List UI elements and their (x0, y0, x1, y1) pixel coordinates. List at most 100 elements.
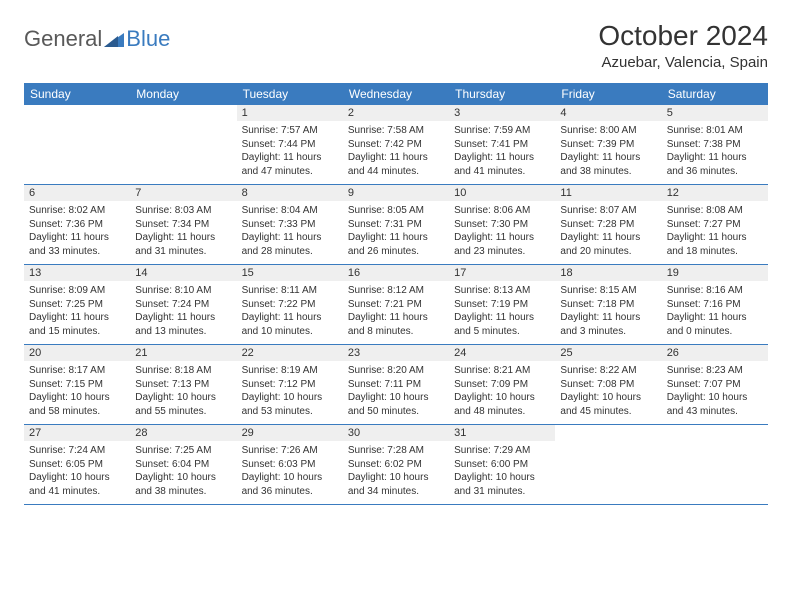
day-details: Sunrise: 7:57 AMSunset: 7:44 PMDaylight:… (237, 121, 343, 184)
day-header-row: SundayMondayTuesdayWednesdayThursdayFrid… (24, 83, 768, 105)
day-cell: 21Sunrise: 8:18 AMSunset: 7:13 PMDayligh… (130, 345, 236, 425)
day-details: Sunrise: 8:06 AMSunset: 7:30 PMDaylight:… (449, 201, 555, 264)
day-details: Sunrise: 7:29 AMSunset: 6:00 PMDaylight:… (449, 441, 555, 504)
location-text: Azuebar, Valencia, Spain (598, 54, 768, 71)
day-details: Sunrise: 7:24 AMSunset: 6:05 PMDaylight:… (24, 441, 130, 504)
day-cell: 4Sunrise: 8:00 AMSunset: 7:39 PMDaylight… (555, 105, 661, 185)
month-title: October 2024 (598, 20, 768, 52)
title-block: October 2024 Azuebar, Valencia, Spain (598, 20, 768, 71)
day-cell: 9Sunrise: 8:05 AMSunset: 7:31 PMDaylight… (343, 185, 449, 265)
day-details: Sunrise: 8:22 AMSunset: 7:08 PMDaylight:… (555, 361, 661, 424)
day-details: Sunrise: 8:11 AMSunset: 7:22 PMDaylight:… (237, 281, 343, 344)
day-details: Sunrise: 7:59 AMSunset: 7:41 PMDaylight:… (449, 121, 555, 184)
day-cell: 10Sunrise: 8:06 AMSunset: 7:30 PMDayligh… (449, 185, 555, 265)
day-number: 13 (24, 265, 130, 281)
day-header: Saturday (662, 83, 768, 105)
day-number: 20 (24, 345, 130, 361)
week-row: 6Sunrise: 8:02 AMSunset: 7:36 PMDaylight… (24, 185, 768, 265)
day-details: Sunrise: 8:21 AMSunset: 7:09 PMDaylight:… (449, 361, 555, 424)
day-number: 1 (237, 105, 343, 121)
logo-text-general: General (24, 26, 102, 52)
day-number: 14 (130, 265, 236, 281)
day-details: Sunrise: 7:26 AMSunset: 6:03 PMDaylight:… (237, 441, 343, 504)
day-details: Sunrise: 8:00 AMSunset: 7:39 PMDaylight:… (555, 121, 661, 184)
day-cell: 8Sunrise: 8:04 AMSunset: 7:33 PMDaylight… (237, 185, 343, 265)
day-number: 11 (555, 185, 661, 201)
day-cell: 25Sunrise: 8:22 AMSunset: 7:08 PMDayligh… (555, 345, 661, 425)
day-details: Sunrise: 8:12 AMSunset: 7:21 PMDaylight:… (343, 281, 449, 344)
day-number: 19 (662, 265, 768, 281)
day-cell: 5Sunrise: 8:01 AMSunset: 7:38 PMDaylight… (662, 105, 768, 185)
day-details: Sunrise: 7:25 AMSunset: 6:04 PMDaylight:… (130, 441, 236, 504)
day-details: Sunrise: 7:58 AMSunset: 7:42 PMDaylight:… (343, 121, 449, 184)
day-cell: 3Sunrise: 7:59 AMSunset: 7:41 PMDaylight… (449, 105, 555, 185)
day-number: 21 (130, 345, 236, 361)
day-number: 22 (237, 345, 343, 361)
day-cell: 26Sunrise: 8:23 AMSunset: 7:07 PMDayligh… (662, 345, 768, 425)
day-details: Sunrise: 8:08 AMSunset: 7:27 PMDaylight:… (662, 201, 768, 264)
day-number: 31 (449, 425, 555, 441)
day-header: Monday (130, 83, 236, 105)
empty-cell (130, 105, 236, 185)
day-number: 8 (237, 185, 343, 201)
day-cell: 20Sunrise: 8:17 AMSunset: 7:15 PMDayligh… (24, 345, 130, 425)
day-details: Sunrise: 8:05 AMSunset: 7:31 PMDaylight:… (343, 201, 449, 264)
day-number: 12 (662, 185, 768, 201)
day-number: 3 (449, 105, 555, 121)
day-details: Sunrise: 8:03 AMSunset: 7:34 PMDaylight:… (130, 201, 236, 264)
day-number: 24 (449, 345, 555, 361)
day-cell: 19Sunrise: 8:16 AMSunset: 7:16 PMDayligh… (662, 265, 768, 345)
logo: General Blue (24, 26, 170, 52)
week-row: 13Sunrise: 8:09 AMSunset: 7:25 PMDayligh… (24, 265, 768, 345)
week-row: 27Sunrise: 7:24 AMSunset: 6:05 PMDayligh… (24, 425, 768, 505)
day-header: Friday (555, 83, 661, 105)
day-number: 25 (555, 345, 661, 361)
day-details: Sunrise: 8:15 AMSunset: 7:18 PMDaylight:… (555, 281, 661, 344)
day-details: Sunrise: 8:04 AMSunset: 7:33 PMDaylight:… (237, 201, 343, 264)
day-cell: 16Sunrise: 8:12 AMSunset: 7:21 PMDayligh… (343, 265, 449, 345)
day-cell: 12Sunrise: 8:08 AMSunset: 7:27 PMDayligh… (662, 185, 768, 265)
empty-cell (662, 425, 768, 505)
calendar-table: SundayMondayTuesdayWednesdayThursdayFrid… (24, 83, 768, 505)
day-cell: 18Sunrise: 8:15 AMSunset: 7:18 PMDayligh… (555, 265, 661, 345)
day-header: Wednesday (343, 83, 449, 105)
day-number: 10 (449, 185, 555, 201)
day-number: 5 (662, 105, 768, 121)
day-number: 4 (555, 105, 661, 121)
day-number: 15 (237, 265, 343, 281)
day-cell: 13Sunrise: 8:09 AMSunset: 7:25 PMDayligh… (24, 265, 130, 345)
day-number: 18 (555, 265, 661, 281)
day-details: Sunrise: 8:16 AMSunset: 7:16 PMDaylight:… (662, 281, 768, 344)
day-cell: 15Sunrise: 8:11 AMSunset: 7:22 PMDayligh… (237, 265, 343, 345)
day-cell: 24Sunrise: 8:21 AMSunset: 7:09 PMDayligh… (449, 345, 555, 425)
day-details: Sunrise: 8:10 AMSunset: 7:24 PMDaylight:… (130, 281, 236, 344)
header: General Blue October 2024 Azuebar, Valen… (24, 20, 768, 71)
logo-triangle-icon (104, 31, 124, 47)
day-details: Sunrise: 8:18 AMSunset: 7:13 PMDaylight:… (130, 361, 236, 424)
day-details: Sunrise: 8:07 AMSunset: 7:28 PMDaylight:… (555, 201, 661, 264)
day-number: 28 (130, 425, 236, 441)
day-number: 29 (237, 425, 343, 441)
day-header: Sunday (24, 83, 130, 105)
day-header: Tuesday (237, 83, 343, 105)
day-details: Sunrise: 8:19 AMSunset: 7:12 PMDaylight:… (237, 361, 343, 424)
day-details: Sunrise: 8:09 AMSunset: 7:25 PMDaylight:… (24, 281, 130, 344)
day-cell: 2Sunrise: 7:58 AMSunset: 7:42 PMDaylight… (343, 105, 449, 185)
day-cell: 27Sunrise: 7:24 AMSunset: 6:05 PMDayligh… (24, 425, 130, 505)
day-cell: 1Sunrise: 7:57 AMSunset: 7:44 PMDaylight… (237, 105, 343, 185)
day-number: 9 (343, 185, 449, 201)
empty-cell (24, 105, 130, 185)
day-cell: 29Sunrise: 7:26 AMSunset: 6:03 PMDayligh… (237, 425, 343, 505)
day-header: Thursday (449, 83, 555, 105)
day-number: 30 (343, 425, 449, 441)
day-cell: 17Sunrise: 8:13 AMSunset: 7:19 PMDayligh… (449, 265, 555, 345)
day-cell: 22Sunrise: 8:19 AMSunset: 7:12 PMDayligh… (237, 345, 343, 425)
calendar-body: 1Sunrise: 7:57 AMSunset: 7:44 PMDaylight… (24, 105, 768, 505)
day-cell: 11Sunrise: 8:07 AMSunset: 7:28 PMDayligh… (555, 185, 661, 265)
day-number: 26 (662, 345, 768, 361)
empty-cell (555, 425, 661, 505)
day-cell: 30Sunrise: 7:28 AMSunset: 6:02 PMDayligh… (343, 425, 449, 505)
logo-text-blue: Blue (126, 26, 170, 52)
day-cell: 14Sunrise: 8:10 AMSunset: 7:24 PMDayligh… (130, 265, 236, 345)
day-cell: 6Sunrise: 8:02 AMSunset: 7:36 PMDaylight… (24, 185, 130, 265)
